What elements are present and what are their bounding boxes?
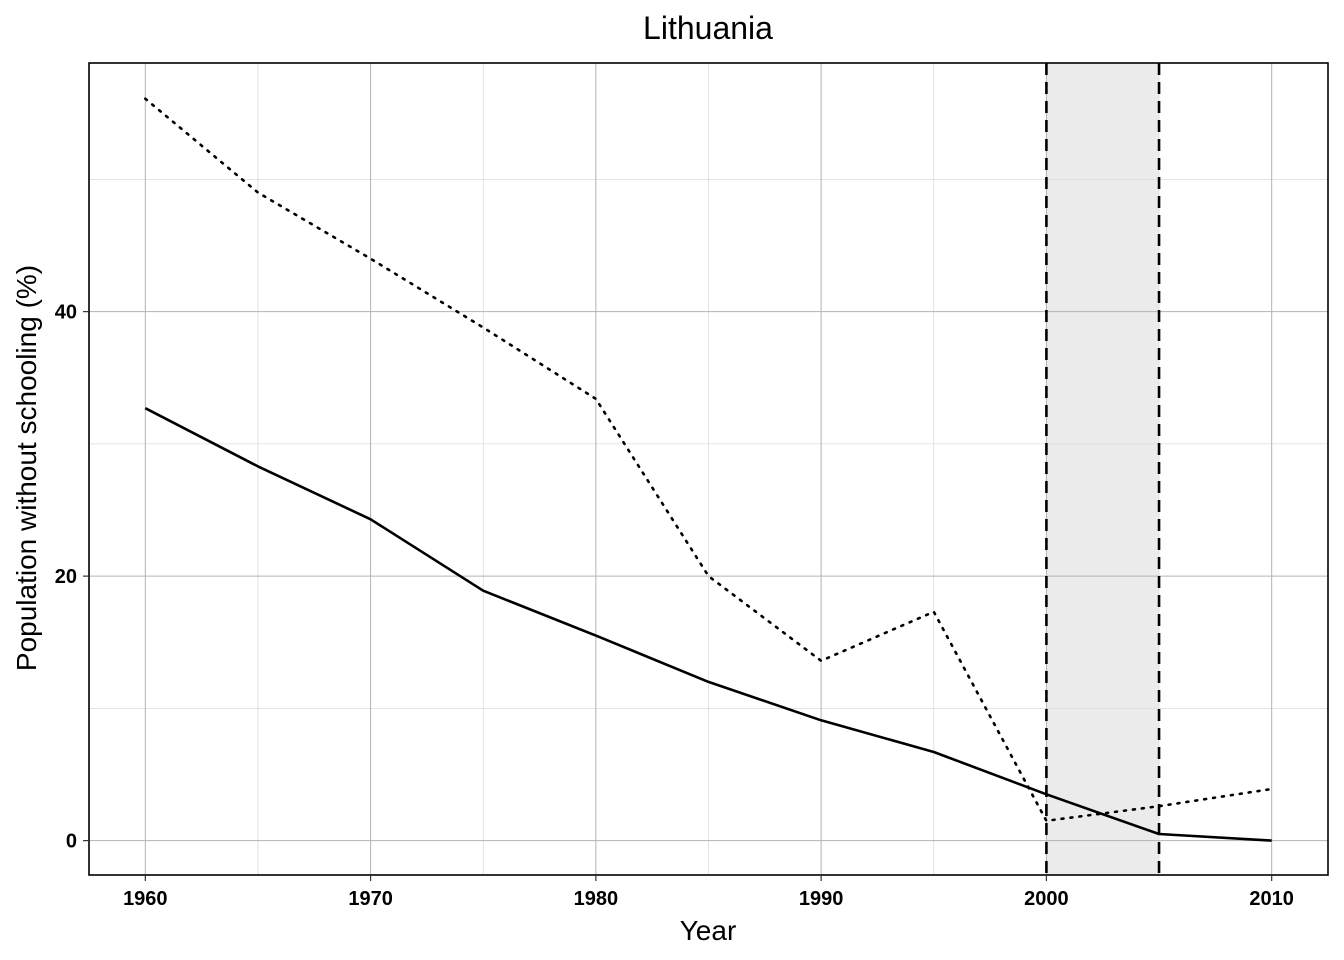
shaded-region (1046, 63, 1160, 875)
chart-title: Lithuania (643, 10, 773, 46)
x-axis: 1960 1970 1980 1990 2000 2010 (123, 875, 1294, 910)
x-tick-label: 1960 (123, 888, 168, 910)
y-axis: 0 20 40 (55, 302, 89, 853)
y-tick-label: 0 (66, 831, 77, 853)
panel-border (88, 62, 1329, 876)
plot-area (88, 62, 1329, 876)
x-tick-label: 2000 (1024, 888, 1069, 910)
x-tick-label: 1980 (574, 888, 619, 910)
y-tick-label: 40 (55, 302, 77, 324)
y-tick-label: 20 (55, 566, 77, 588)
x-tick-label: 2010 (1249, 888, 1294, 910)
x-axis-title: Year (680, 915, 737, 946)
series-line-solid (144, 407, 1272, 842)
x-tick-label: 1990 (799, 888, 844, 910)
series-line-dotted (144, 97, 1273, 823)
y-axis-title: Population without schooling (%) (11, 265, 42, 671)
x-tick-label: 1970 (348, 888, 393, 910)
